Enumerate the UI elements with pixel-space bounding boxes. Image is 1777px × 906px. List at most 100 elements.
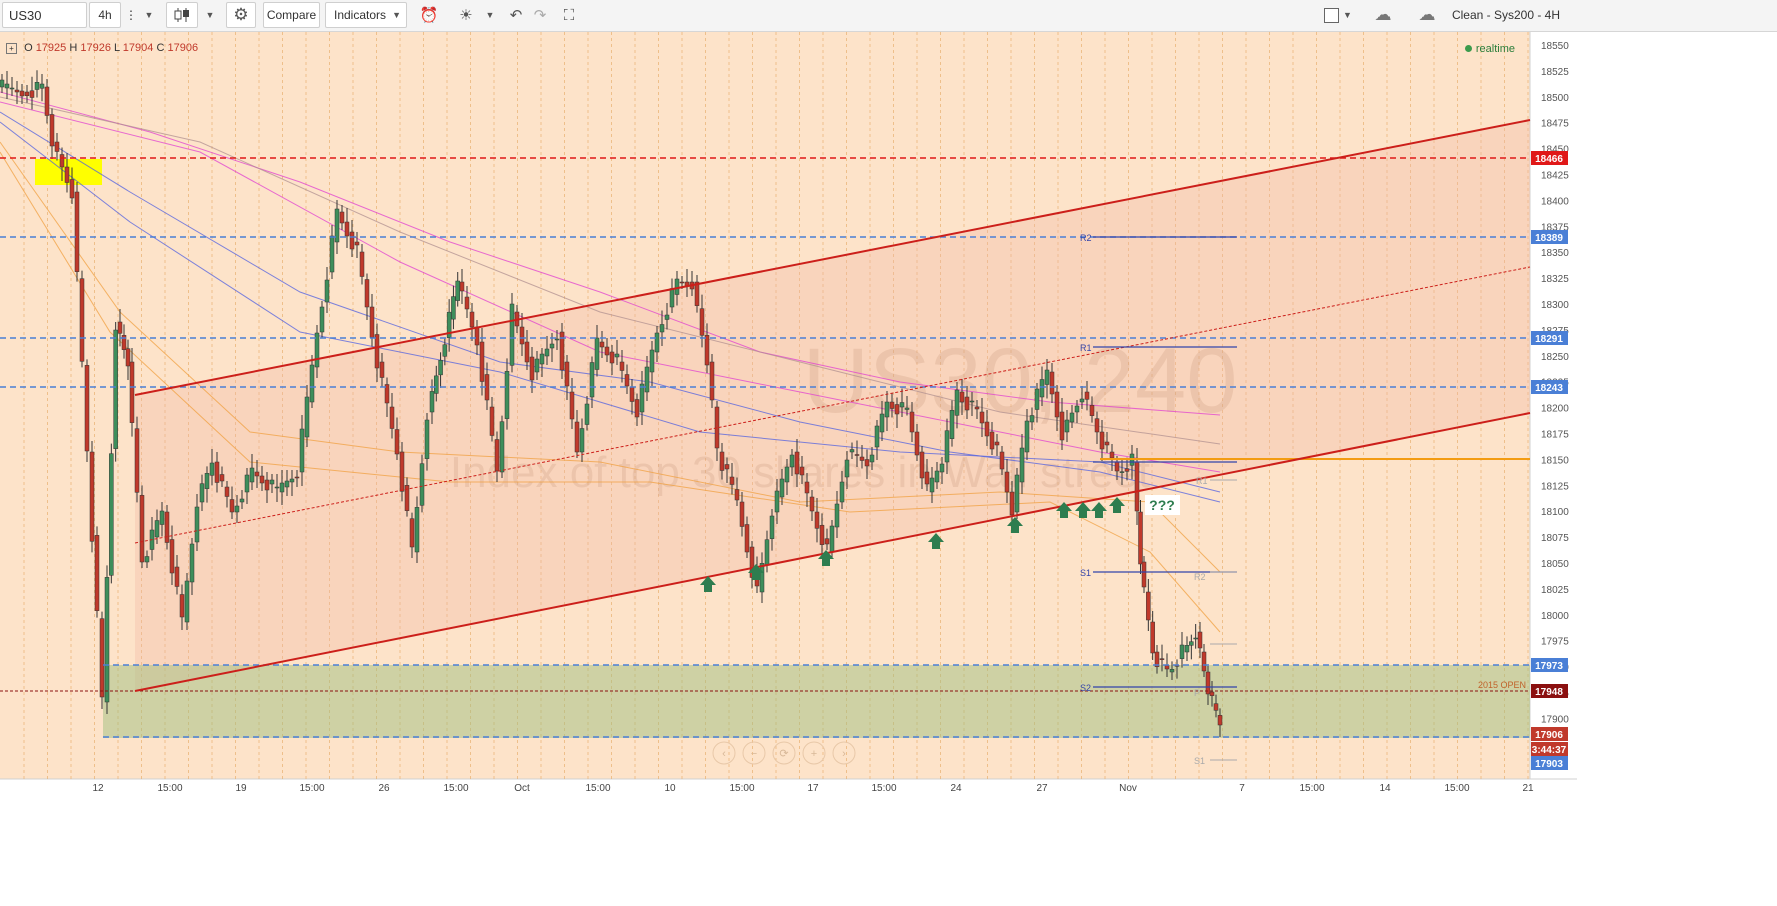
price-tick-label: 17900 bbox=[1541, 714, 1569, 725]
time-tick-label: 19 bbox=[235, 783, 247, 794]
candle-body bbox=[1009, 491, 1015, 516]
candle-body bbox=[229, 499, 235, 513]
symbol-input[interactable]: US30 bbox=[2, 2, 87, 28]
candle-body bbox=[594, 337, 600, 370]
candle-body bbox=[219, 474, 225, 482]
candle-body bbox=[659, 324, 665, 333]
time-tick-label: 15:00 bbox=[299, 783, 324, 794]
candle-body bbox=[379, 361, 385, 378]
ideas-button[interactable]: ☀ bbox=[452, 2, 480, 28]
price-badge bbox=[1531, 742, 1568, 756]
time-tick-label: 15:00 bbox=[585, 783, 610, 794]
candle-body bbox=[619, 361, 625, 371]
candle-body bbox=[442, 344, 448, 357]
time-axis-background bbox=[0, 779, 1577, 901]
price-badge bbox=[1531, 684, 1568, 698]
time-tick-label: 17 bbox=[807, 783, 819, 794]
time-tick-label: 15:00 bbox=[1299, 783, 1324, 794]
cloud-download-icon: ☁ bbox=[1374, 5, 1392, 24]
candle-body bbox=[779, 478, 785, 498]
legend-toggle-icon[interactable]: + bbox=[6, 43, 17, 54]
candle-body bbox=[1193, 637, 1198, 640]
candle-body bbox=[1069, 412, 1075, 423]
candle-body bbox=[419, 463, 425, 506]
compare-button[interactable]: Compare bbox=[263, 2, 320, 28]
candle-body bbox=[14, 89, 20, 93]
candle-body bbox=[239, 498, 245, 503]
candle-body bbox=[224, 486, 230, 497]
watermark-symbol: US30, 240 bbox=[803, 330, 1238, 432]
ohlc-legend: + O 17925 H 17926 L 17904 C 17906 bbox=[6, 42, 198, 54]
candle-body bbox=[1019, 447, 1025, 483]
candle-body bbox=[914, 431, 920, 456]
candle-body bbox=[539, 353, 545, 365]
candle-body bbox=[904, 407, 910, 410]
indicators-button[interactable]: Indicators ▼ bbox=[325, 2, 407, 28]
nav-control-button[interactable] bbox=[802, 741, 826, 765]
interval-button[interactable]: 4h bbox=[89, 2, 121, 28]
nav-control-button[interactable] bbox=[832, 741, 856, 765]
fullscreen-button[interactable]: ⛶ bbox=[556, 2, 582, 28]
ideas-dropdown-icon[interactable]: ▼ bbox=[485, 10, 495, 20]
candle-body bbox=[474, 326, 480, 346]
candle-body bbox=[924, 471, 930, 485]
price-badge bbox=[1531, 151, 1568, 165]
faded-p-label: P bbox=[1194, 688, 1200, 698]
candle-body bbox=[1029, 415, 1035, 423]
candles-style-button[interactable] bbox=[166, 2, 198, 28]
price-tick-label: 18100 bbox=[1541, 507, 1569, 518]
up-arrow-icon bbox=[928, 533, 944, 549]
channel-mid-line[interactable] bbox=[134, 266, 1531, 544]
undo-icon: ↶ bbox=[509, 7, 523, 24]
candle-body bbox=[9, 87, 15, 90]
candle-body bbox=[113, 329, 118, 449]
chart-template-name[interactable]: Clean - Sys200 - 4H bbox=[1450, 2, 1562, 28]
channel-lower-line[interactable] bbox=[134, 412, 1531, 692]
candle-body bbox=[364, 279, 370, 308]
chart-area[interactable]: US30, 240 Index of top 30 shares in Wall… bbox=[0, 32, 1777, 901]
close-label: C bbox=[156, 42, 165, 54]
lightbulb-icon: ☀ bbox=[459, 7, 473, 24]
candle-body bbox=[579, 428, 585, 453]
price-tick-label: 18350 bbox=[1541, 248, 1569, 259]
candle-body bbox=[999, 451, 1005, 470]
settings-button[interactable]: ⚙ bbox=[226, 2, 256, 28]
candle-body bbox=[534, 358, 540, 373]
nav-control-button[interactable] bbox=[712, 741, 736, 765]
load-chart-button[interactable]: ☁ bbox=[1364, 2, 1402, 28]
more-intervals-icon[interactable]: ⋮ bbox=[125, 8, 137, 22]
redo-button[interactable]: ↷ bbox=[528, 2, 552, 28]
candle-body bbox=[1024, 420, 1030, 453]
candle-body bbox=[874, 425, 880, 448]
price-chart[interactable]: US30, 240 Index of top 30 shares in Wall… bbox=[0, 32, 1777, 901]
pivot-r1-label: R1 bbox=[1080, 343, 1092, 353]
alert-button[interactable]: ⏰ bbox=[412, 2, 446, 28]
chart-style-dropdown-icon[interactable]: ▼ bbox=[205, 10, 215, 20]
nav-control-button[interactable] bbox=[742, 741, 766, 765]
candle-body bbox=[714, 406, 720, 449]
low-value: 17904 bbox=[122, 42, 154, 54]
price-badge bbox=[1531, 380, 1568, 394]
price-tick-label: 18475 bbox=[1541, 119, 1569, 130]
candle-body bbox=[451, 296, 456, 320]
save-chart-button[interactable]: ☁ bbox=[1408, 2, 1446, 28]
undo-button[interactable]: ↶ bbox=[504, 2, 528, 28]
candle-body bbox=[614, 353, 620, 358]
price-tick-label: 18325 bbox=[1541, 274, 1569, 285]
price-badge-label: 17973 bbox=[1535, 661, 1563, 672]
nav-control-button[interactable] bbox=[772, 741, 796, 765]
candle-body bbox=[649, 349, 655, 373]
interval-dropdown-icon[interactable]: ▼ bbox=[144, 10, 154, 20]
open-label: O bbox=[24, 42, 33, 54]
candle-body bbox=[414, 507, 420, 553]
candle-body bbox=[549, 343, 555, 349]
price-tick-label: 18550 bbox=[1541, 41, 1569, 52]
layout-button[interactable]: ▼ bbox=[1318, 2, 1358, 28]
moving-average-line bbox=[0, 111, 1221, 503]
candle-body bbox=[899, 402, 905, 408]
channel-upper-line[interactable] bbox=[134, 119, 1531, 396]
candle-body bbox=[589, 362, 595, 398]
candle-body bbox=[989, 431, 995, 450]
time-tick-label: 7 bbox=[1239, 783, 1245, 794]
candle-body bbox=[759, 563, 765, 593]
